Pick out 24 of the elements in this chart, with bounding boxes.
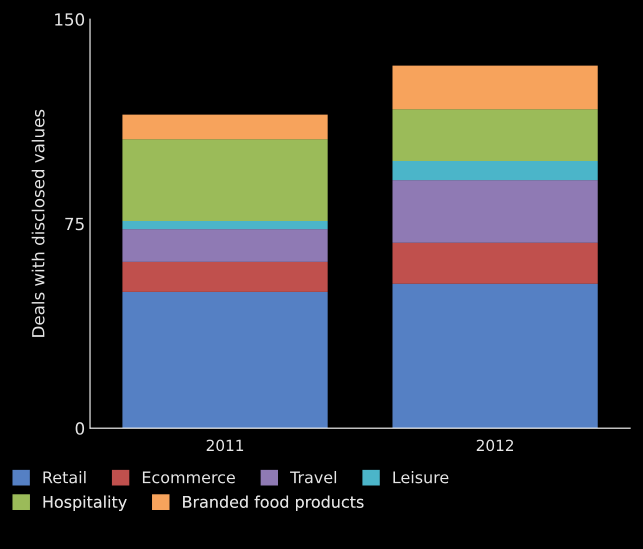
- legend-label: Hospitality: [44, 496, 127, 512]
- legend-label: Ecommerce: [142, 471, 235, 484]
- y-tick-label: 75: [65, 218, 84, 230]
- y-axis-title: Deals with disclosed values: [32, 110, 45, 337]
- y-tick-label: 0: [76, 422, 84, 435]
- bar: [392, 284, 598, 428]
- x-tick-label: 2012: [476, 440, 514, 452]
- bar: [122, 220, 328, 230]
- bar: [392, 109, 598, 162]
- legend-label: Leisure: [393, 471, 448, 484]
- bar: [122, 292, 328, 428]
- x-tick-label: 2011: [206, 440, 244, 452]
- bar: [392, 66, 598, 110]
- bar: [122, 262, 328, 292]
- bar: [392, 180, 598, 243]
- bar: [392, 242, 598, 284]
- bar: [122, 139, 328, 221]
- bar: [122, 114, 328, 140]
- legend-label: Travel: [290, 471, 336, 484]
- legend-label: Branded food products: [183, 496, 364, 512]
- y-tick-label: 150: [55, 13, 84, 26]
- bar: [392, 161, 598, 180]
- legend-label: Retail: [44, 471, 86, 484]
- bar: [122, 229, 328, 262]
